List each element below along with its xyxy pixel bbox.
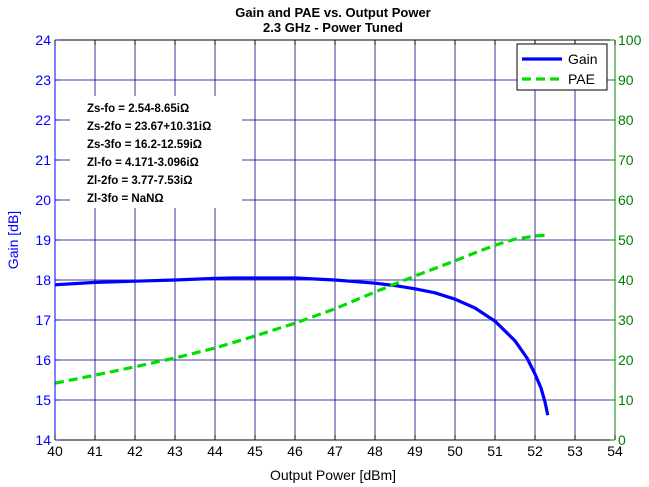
x-tick-label: 53 xyxy=(567,443,583,459)
y-right-tick-label: 20 xyxy=(618,352,634,368)
x-tick-label: 42 xyxy=(127,443,143,459)
y-left-tick-label: 21 xyxy=(35,152,51,168)
y-right-tick-label: 60 xyxy=(618,192,634,208)
x-tick-label: 54 xyxy=(607,443,623,459)
series-line-pae xyxy=(54,233,548,385)
series-layer xyxy=(54,233,550,416)
x-tick-label: 44 xyxy=(207,443,223,459)
chart-subtitle: 2.3 GHz - Power Tuned xyxy=(263,20,403,35)
annotation-line: Zl-fo = 4.171-3.096iΩ xyxy=(87,157,199,169)
annotation-line: Zs-3fo = 16.2-12.59iΩ xyxy=(87,139,202,151)
series-line-gain xyxy=(54,276,550,416)
y-right-tick-label: 90 xyxy=(618,72,634,88)
x-tick-label: 50 xyxy=(447,443,463,459)
y-left-tick-label: 14 xyxy=(35,432,51,448)
x-tick-label: 41 xyxy=(87,443,103,459)
y-left-tick-label: 15 xyxy=(35,392,51,408)
annotation-line: Zl-2fo = 3.77-7.53iΩ xyxy=(87,175,192,187)
x-tick-label: 45 xyxy=(247,443,263,459)
x-tick-label: 43 xyxy=(167,443,183,459)
annotation-line: Zs-2fo = 23.67+10.31iΩ xyxy=(87,121,211,133)
y-left-tick-label: 19 xyxy=(35,232,51,248)
y-right-tick-label: 40 xyxy=(618,272,634,288)
annotation-background xyxy=(70,96,242,208)
y-left-tick-label: 22 xyxy=(35,112,51,128)
legend: Gain PAE xyxy=(516,43,608,91)
y-left-tick-label: 24 xyxy=(35,32,51,48)
y-right-tick-label: 30 xyxy=(618,312,634,328)
y-left-tick-label: 16 xyxy=(35,352,51,368)
y-left-axis-label: Gain [dB] xyxy=(5,211,21,269)
y-left-tick-label: 17 xyxy=(35,312,51,328)
x-axis-label: Output Power [dBm] xyxy=(270,467,396,483)
x-tick-label: 51 xyxy=(487,443,503,459)
y-right-tick-label: 10 xyxy=(618,392,634,408)
axes: 40 41 42 43 44 45 46 47 48 49 50 51 52 53 54 14 15 16 17 18… xyxy=(35,32,641,459)
annotation-box: Zs-fo = 2.54-8.65iΩ Zs-2fo = 23.67+10.31i… xyxy=(70,96,242,208)
y-right-tick-label: 50 xyxy=(618,232,634,248)
y-left-tick-label: 18 xyxy=(35,272,51,288)
legend-label-pae: PAE xyxy=(568,71,595,87)
annotation-line: Zs-fo = 2.54-8.65iΩ xyxy=(87,103,189,115)
x-tick-label: 40 xyxy=(47,443,63,459)
x-tick-label: 47 xyxy=(327,443,343,459)
x-tick-label: 49 xyxy=(407,443,423,459)
annotation-line: Zl-3fo = NaNΩ xyxy=(87,193,164,205)
y-left-tick-label: 23 xyxy=(35,72,51,88)
y-right-tick-label: 100 xyxy=(618,32,642,48)
y-left-tick-label: 20 xyxy=(35,192,51,208)
chart-title: Gain and PAE vs. Output Power xyxy=(235,5,431,20)
y-right-tick-label: 0 xyxy=(618,432,626,448)
x-tick-label: 52 xyxy=(527,443,543,459)
x-tick-label: 48 xyxy=(367,443,383,459)
legend-label-gain: Gain xyxy=(568,51,598,67)
legend-box xyxy=(516,43,608,91)
y-right-tick-label: 80 xyxy=(618,112,634,128)
y-right-tick-label: 70 xyxy=(618,152,634,168)
x-tick-label: 46 xyxy=(287,443,303,459)
